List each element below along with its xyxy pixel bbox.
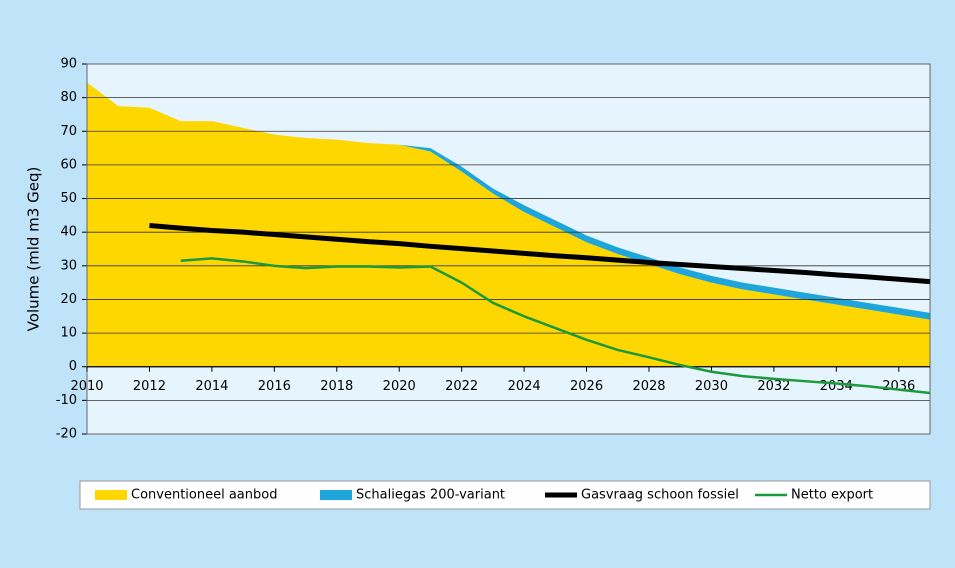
x-tick-label: 2026 [570, 379, 603, 394]
legend-label: Gasvraag schoon fossiel [581, 488, 739, 503]
legend-box [79, 480, 931, 510]
area [87, 82, 930, 367]
line [149, 222, 931, 285]
y-tick-label: 0 [69, 359, 77, 374]
legend-swatch [95, 490, 127, 500]
x-tick-label: 2022 [445, 379, 478, 394]
legend-label: Schaliegas 200-variant [356, 488, 505, 503]
legend-label: Netto export [791, 488, 873, 503]
y-tick-label: 80 [60, 90, 77, 105]
legend-label: Conventioneel aanbod [131, 488, 277, 503]
x-tick-label: 2028 [632, 379, 665, 394]
y-tick-label: -10 [56, 393, 77, 408]
y-tick-label: 50 [60, 191, 77, 206]
legend-swatch [320, 490, 352, 500]
y-tick-label: 90 [60, 57, 77, 72]
x-tick-label: 2010 [70, 379, 103, 394]
x-tick-label: 2024 [508, 379, 541, 394]
x-tick-label: 2020 [383, 379, 416, 394]
y-axis-label: Volume (mld m3 Geq) [25, 167, 43, 332]
x-tick-label: 2014 [195, 379, 228, 394]
area [87, 82, 930, 320]
y-tick-label: 60 [60, 157, 77, 172]
x-tick-label: 2012 [133, 379, 166, 394]
line [180, 257, 931, 395]
y-tick-label: 40 [60, 225, 77, 240]
y-tick-label: 20 [60, 292, 77, 307]
x-tick-label: 2016 [258, 379, 291, 394]
x-tick-label: 2032 [757, 379, 790, 394]
y-tick-label: 70 [60, 124, 77, 139]
x-tick-label: 2030 [695, 379, 728, 394]
plot-border [86, 63, 931, 435]
y-tick-label: 10 [60, 326, 77, 341]
x-tick-label: 2018 [320, 379, 353, 394]
y-tick-label: -20 [56, 427, 77, 442]
y-tick-label: 30 [60, 258, 77, 273]
